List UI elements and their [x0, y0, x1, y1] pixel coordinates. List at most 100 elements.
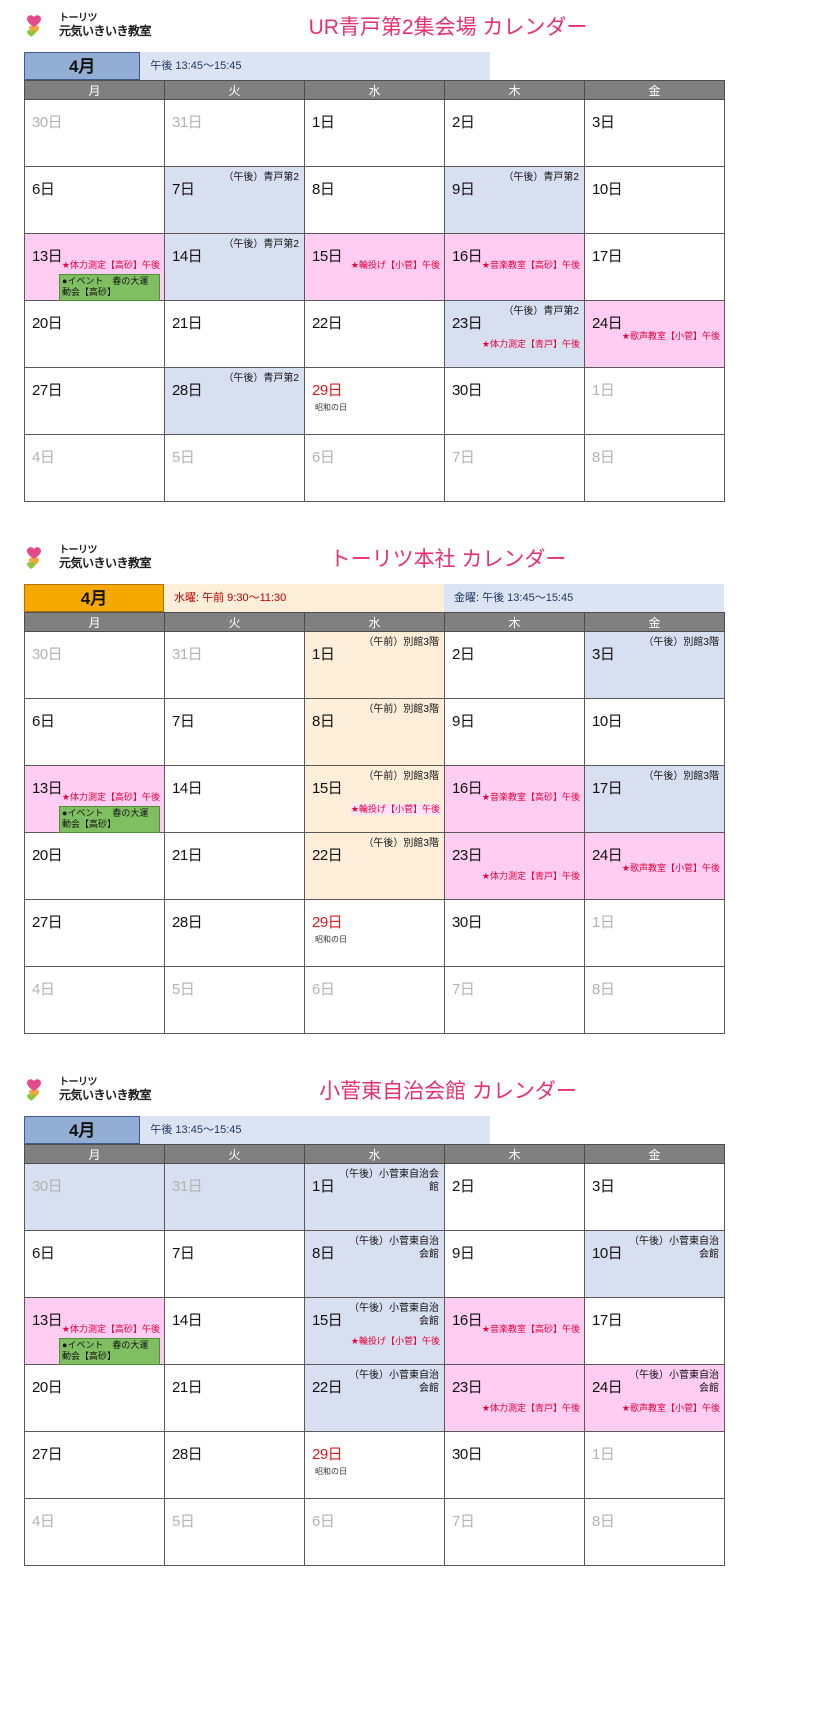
special-event-banner[interactable]: ●イベント 春の大運動会【高砂】 — [59, 806, 160, 833]
day-cell[interactable]: 4日 — [24, 1498, 165, 1566]
day-cell[interactable]: 30日 — [24, 99, 165, 167]
day-cell[interactable]: 2日 — [444, 99, 585, 167]
day-cell[interactable]: 6日 — [304, 1498, 445, 1566]
day-cell[interactable]: 2日 — [444, 1163, 585, 1231]
day-cell[interactable]: 22日 （午後）別館3階 — [304, 832, 445, 900]
day-cell[interactable]: 10日 — [584, 166, 725, 234]
day-cell[interactable]: 29日 昭和の日 — [304, 367, 445, 435]
day-cell[interactable]: 27日 — [24, 367, 165, 435]
day-cell[interactable]: 21日 — [164, 1364, 305, 1432]
day-cell[interactable]: 6日 — [304, 434, 445, 502]
day-cell[interactable]: 17日 （午後）別館3階 — [584, 765, 725, 833]
venue-label: （午前）別館3階 — [363, 704, 439, 715]
day-cell[interactable]: 1日 （午前）別館3階 — [304, 631, 445, 699]
day-cell[interactable]: 10日 （午後）小菅東自治会館 — [584, 1230, 725, 1298]
day-cell[interactable]: 20日 — [24, 300, 165, 368]
day-cell[interactable]: 20日 — [24, 1364, 165, 1432]
day-cell[interactable]: 3日 — [584, 1163, 725, 1231]
day-cell[interactable]: 28日 — [164, 1431, 305, 1499]
day-cell[interactable]: 23日 ★体力測定【青戸】午後 — [444, 832, 585, 900]
day-cell[interactable]: 4日 — [24, 434, 165, 502]
day-cell[interactable]: 8日 — [304, 166, 445, 234]
day-cell[interactable]: 27日 — [24, 1431, 165, 1499]
day-cell[interactable]: 31日 — [164, 99, 305, 167]
day-number: 20日 — [32, 847, 63, 864]
day-cell[interactable]: 9日 — [444, 698, 585, 766]
day-cell[interactable]: 22日 （午後）小菅東自治会館 — [304, 1364, 445, 1432]
day-cell[interactable]: 7日 — [444, 1498, 585, 1566]
day-cell[interactable]: 16日 ★音楽教室【高砂】午後 — [444, 1297, 585, 1365]
day-cell[interactable]: 20日 — [24, 832, 165, 900]
day-cell[interactable]: 24日 ★歌声教室【小菅】午後 — [584, 832, 725, 900]
day-cell[interactable]: 1日 （午後）小菅東自治会館 — [304, 1163, 445, 1231]
day-cell[interactable]: 22日 — [304, 300, 445, 368]
day-cell[interactable]: 30日 — [24, 1163, 165, 1231]
day-cell[interactable]: 6日 — [24, 1230, 165, 1298]
day-cell[interactable]: 1日 — [584, 899, 725, 967]
venue-label: （午後）小菅東自治会館 — [349, 1303, 439, 1327]
day-cell[interactable]: 14日 — [164, 1297, 305, 1365]
day-cell[interactable]: 16日 ★音楽教室【高砂】午後 — [444, 765, 585, 833]
day-cell[interactable]: 2日 — [444, 631, 585, 699]
special-event-banner[interactable]: ●イベント 春の大運動会【高砂】 — [59, 1338, 160, 1365]
day-cell[interactable]: 30日 — [444, 899, 585, 967]
day-cell[interactable]: 29日 昭和の日 — [304, 899, 445, 967]
day-cell[interactable]: 31日 — [164, 1163, 305, 1231]
day-cell[interactable]: 5日 — [164, 966, 305, 1034]
day-cell[interactable]: 27日 — [24, 899, 165, 967]
day-cell[interactable]: 1日 — [304, 99, 445, 167]
day-cell[interactable]: 3日 （午後）別館3階 — [584, 631, 725, 699]
time-band-toritsu-honsha: 4月 水曜: 午前 9:30〜11:30 金曜: 午後 13:45〜15:45 — [24, 584, 724, 612]
day-cell[interactable]: 8日 — [584, 1498, 725, 1566]
day-cell[interactable]: 7日 — [444, 966, 585, 1034]
day-cell[interactable]: 7日 （午後）青戸第2 — [164, 166, 305, 234]
day-cell[interactable]: 1日 — [584, 367, 725, 435]
day-cell[interactable]: 30日 — [24, 631, 165, 699]
day-cell[interactable]: 31日 — [164, 631, 305, 699]
day-cell[interactable]: 21日 — [164, 832, 305, 900]
day-cell[interactable]: 6日 — [24, 698, 165, 766]
day-cell[interactable]: 10日 — [584, 698, 725, 766]
day-cell[interactable]: 29日 昭和の日 — [304, 1431, 445, 1499]
day-cell[interactable]: 7日 — [444, 434, 585, 502]
day-cell[interactable]: 15日 （午後）小菅東自治会館 ★輪投げ【小菅】午後 — [304, 1297, 445, 1365]
day-cell[interactable]: 17日 — [584, 233, 725, 301]
day-cell[interactable]: 30日 — [444, 1431, 585, 1499]
day-cell[interactable]: 7日 — [164, 1230, 305, 1298]
day-cell[interactable]: 23日 （午後）青戸第2 ★体力測定【青戸】午後 — [444, 300, 585, 368]
day-cell[interactable]: 8日 （午後）小菅東自治会館 — [304, 1230, 445, 1298]
day-cell[interactable]: 13日 ★体力測定【高砂】午後 ●イベント 春の大運動会【高砂】 — [24, 765, 165, 833]
day-cell[interactable]: 21日 — [164, 300, 305, 368]
day-cell[interactable]: 8日 — [584, 434, 725, 502]
day-cell[interactable]: 15日 ★輪投げ【小菅】午後 — [304, 233, 445, 301]
special-event-banner[interactable]: ●イベント 春の大運動会【高砂】 — [59, 274, 160, 301]
day-cell[interactable]: 13日 ★体力測定【高砂】午後 ●イベント 春の大運動会【高砂】 — [24, 1297, 165, 1365]
day-cell[interactable]: 28日 — [164, 899, 305, 967]
day-cell[interactable]: 23日 ★体力測定【青戸】午後 — [444, 1364, 585, 1432]
day-cell[interactable]: 3日 — [584, 99, 725, 167]
day-cell[interactable]: 5日 — [164, 434, 305, 502]
day-cell[interactable]: 4日 — [24, 966, 165, 1034]
day-number: 28日 — [172, 382, 203, 399]
day-cell[interactable]: 6日 — [24, 166, 165, 234]
day-cell[interactable]: 6日 — [304, 966, 445, 1034]
day-cell[interactable]: 8日 （午前）別館3階 — [304, 698, 445, 766]
day-cell[interactable]: 17日 — [584, 1297, 725, 1365]
day-cell[interactable]: 1日 — [584, 1431, 725, 1499]
day-cell[interactable]: 8日 — [584, 966, 725, 1034]
day-cell[interactable]: 28日 （午後）青戸第2 — [164, 367, 305, 435]
day-cell[interactable]: 24日 ★歌声教室【小菅】午後 — [584, 300, 725, 368]
day-cell[interactable]: 14日 （午後）青戸第2 — [164, 233, 305, 301]
day-cell[interactable]: 9日 （午後）青戸第2 — [444, 166, 585, 234]
day-cell[interactable]: 16日 ★音楽教室【高砂】午後 — [444, 233, 585, 301]
day-cell[interactable]: 9日 — [444, 1230, 585, 1298]
day-cell[interactable]: 30日 — [444, 367, 585, 435]
day-cell[interactable]: 24日 （午後）小菅東自治会館 ★歌声教室【小菅】午後 — [584, 1364, 725, 1432]
day-cell[interactable]: 14日 — [164, 765, 305, 833]
calendar-week-row: 13日 ★体力測定【高砂】午後 ●イベント 春の大運動会【高砂】 14日 15日 （午後）… — [24, 1297, 725, 1365]
day-cell[interactable]: 5日 — [164, 1498, 305, 1566]
day-cell[interactable]: 13日 ★体力測定【高砂】午後 ●イベント 春の大運動会【高砂】 — [24, 233, 165, 301]
day-cell[interactable]: 7日 — [164, 698, 305, 766]
day-number: 22日 — [312, 847, 343, 864]
day-cell[interactable]: 15日 （午前）別館3階 ★輪投げ【小菅】午後 — [304, 765, 445, 833]
